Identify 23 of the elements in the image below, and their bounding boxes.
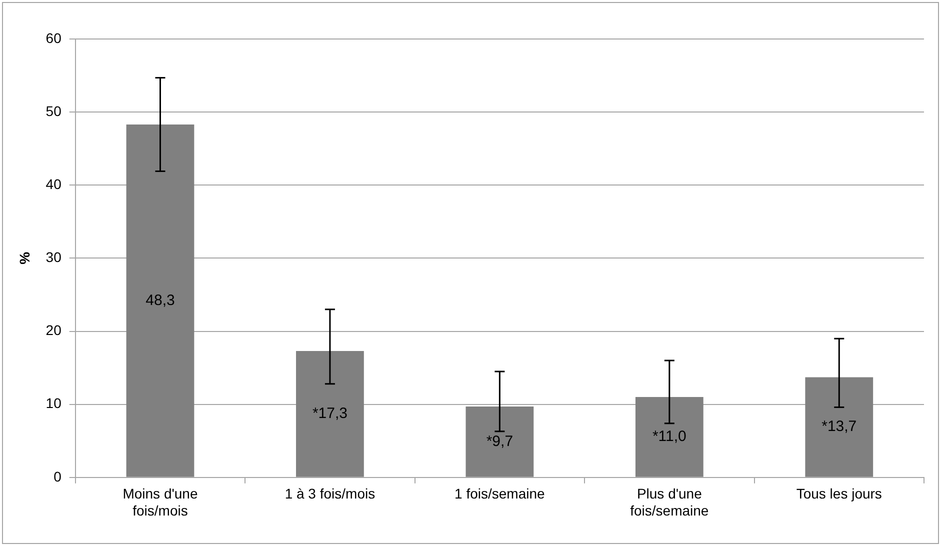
x-tick-label: 1 à 3 fois/mois (284, 486, 376, 502)
y-tick-label: 60 (46, 30, 62, 46)
data-label: 48,3 (146, 292, 175, 309)
data-label: *9,7 (486, 432, 514, 450)
y-tick-label: 40 (46, 176, 62, 192)
data-label: *11,0 (652, 428, 686, 446)
y-axis-title: % (16, 251, 32, 264)
bar (635, 397, 704, 477)
bar (126, 124, 194, 477)
bar (466, 406, 534, 477)
data-label: *13,7 (822, 418, 857, 436)
y-tick-label: 50 (46, 102, 62, 119)
y-tick-label: 30 (46, 249, 62, 266)
y-tick-label: 0 (54, 468, 62, 484)
x-tick-label: Moins d'une fois/mois (122, 486, 198, 518)
y-tick-label: 20 (46, 322, 62, 338)
bar (296, 350, 364, 477)
data-label: *17,3 (312, 405, 348, 422)
y-tick-label: 10 (46, 395, 62, 412)
x-tick-label: Tous les jours (796, 486, 882, 502)
x-tick-label: Plus d'une fois/semaine (630, 486, 709, 518)
x-tick-label: 1 fois/semaine (454, 486, 546, 502)
bar (805, 377, 874, 477)
